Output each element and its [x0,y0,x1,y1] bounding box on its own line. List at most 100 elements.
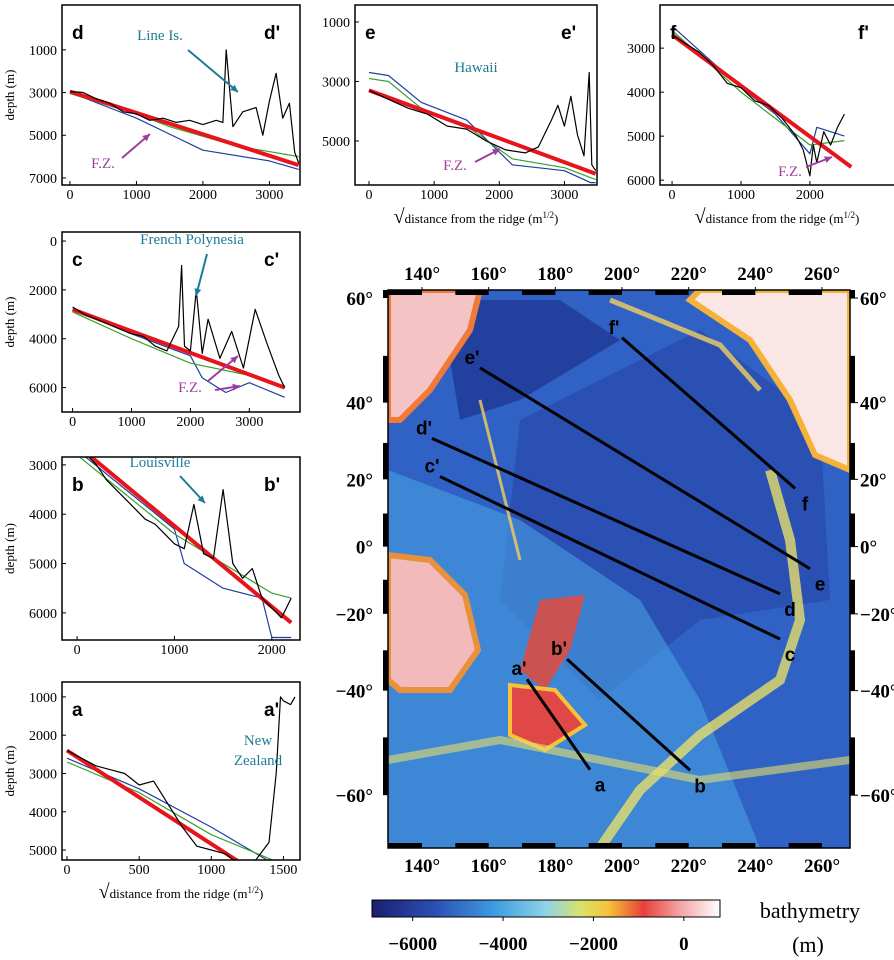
arrow-head [197,495,205,503]
series-group [368,71,597,184]
panel-label: c [72,250,83,271]
y-tick-label: 1000 [29,691,57,706]
x-tick-label: 2000 [176,415,204,430]
border-bar [850,737,855,796]
colorbar-tick-label: −2000 [569,934,618,955]
x-tick-label: 2000 [258,643,286,658]
lon-label: 220° [671,856,707,877]
lon-label: 260° [804,856,840,877]
y-tick-label: 4000 [627,86,655,101]
lat-label: 0° [356,538,373,559]
y-tick-label: 2000 [29,729,57,744]
profile-line [671,25,845,155]
y-axis-label: depth (m) [2,523,17,574]
plot-area [62,457,300,640]
series-group [69,49,300,170]
profile-end-label: e [815,575,826,596]
profile-line [78,457,292,599]
lat-label: −20° [860,605,894,626]
panel-label: e [365,23,376,44]
x-axis-label-part: ) [554,211,558,226]
lat-label: 20° [860,470,887,491]
lon-label: 200° [604,856,640,877]
profile-line [69,49,300,164]
lon-label: 160° [471,264,507,285]
border-bar [722,290,756,295]
y-tick-label: 5000 [627,130,655,145]
y-tick-label: 3000 [627,42,655,57]
x-tick-label: 1000 [197,863,225,878]
x-tick-label: 0 [669,188,676,203]
profile-end-label: b [694,776,706,797]
annotation: Louisville [130,455,191,471]
y-tick-label: 2000 [29,284,57,299]
lat-label: 0° [860,538,877,559]
frame [61,231,301,413]
annotation: Zealand [234,753,283,769]
lat-label: 40° [860,394,887,415]
panel-label: c' [264,250,279,271]
profile-line [368,88,597,176]
annotation: Line Is. [137,28,183,44]
panel-label: d' [264,23,280,44]
profile-end-label: a [595,776,606,797]
y-tick-label: 5000 [29,558,57,573]
y-axis-label: depth (m) [2,70,17,121]
lon-label: 260° [804,264,840,285]
y-tick-label: 6000 [29,382,57,397]
profile-line [368,71,597,172]
colorbar-tick-label: −6000 [388,934,437,955]
border-bar [850,355,855,403]
profile-line [71,307,286,390]
border-bar [388,843,422,848]
x-tick-label: 2000 [189,188,217,203]
profile-line [670,33,853,169]
lat-label: 60° [860,289,887,310]
border-bar [455,843,489,848]
arrow-head [492,149,500,156]
frame [61,4,301,186]
border-bar [788,290,822,295]
profile-end-label: c [785,645,796,666]
profile-start-label: d' [416,418,432,439]
panel-label: b [72,475,84,496]
border-bar [850,442,855,480]
series-group [78,457,293,639]
x-tick-label: 1500 [269,863,297,878]
lat-label: −20° [336,605,373,626]
profile-track [431,436,781,596]
map-background [388,290,850,848]
y-tick-label: 5000 [29,129,57,144]
annotation: F.Z. [778,164,802,180]
y-axis-label: depth (m) [2,297,17,348]
border-bar [850,513,855,547]
annotation-arrow [187,49,239,93]
lat-label: −40° [860,682,894,703]
border-bar [850,650,855,691]
colorbar-label: (m) [792,932,824,957]
y-tick-label: 5000 [322,135,350,150]
profile-line [69,89,300,168]
x-tick-label: 2000 [796,188,824,203]
lat-label: 60° [346,289,373,310]
x-tick-label: 2000 [485,188,513,203]
border-bar [383,579,388,614]
x-axis-label: √distance from the ridge (m1/2) [99,881,264,903]
x-axis-label-part: distance from the ridge (m [405,211,543,226]
x-tick-label: 0 [69,415,76,430]
border-bar [850,579,855,614]
x-axis-label-part: distance from the ridge (m [706,211,844,226]
panel-label: f [670,23,677,44]
series-group [65,696,296,860]
lon-label: 140° [404,856,440,877]
arrow-head [232,383,240,391]
annotation-arrow [195,253,208,297]
lon-label: 140° [404,264,440,285]
profile-line [69,91,299,170]
lat-label: −60° [860,786,894,807]
profile-line [66,761,275,860]
profile-start-label: e' [464,348,479,369]
border-bar [383,513,388,547]
profile-line [671,34,845,177]
profile-line [65,748,240,860]
